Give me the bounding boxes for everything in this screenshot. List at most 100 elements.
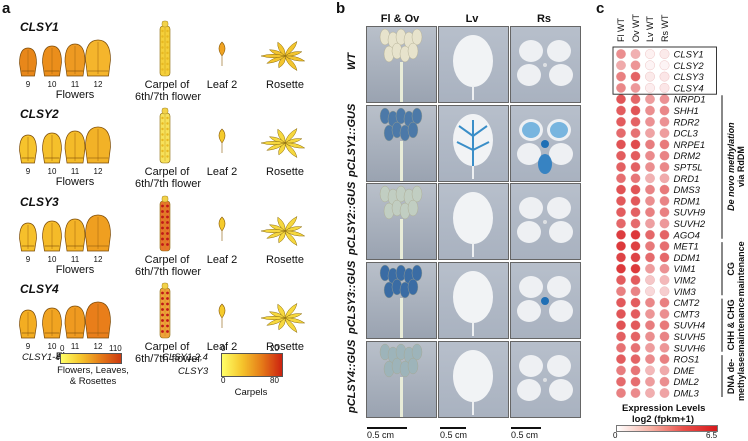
gene-label: ROS1 (674, 355, 700, 366)
ovule-dot (161, 319, 164, 322)
ovule-dot (166, 35, 169, 38)
ovule-dot (166, 46, 169, 49)
photo-drawing (517, 276, 573, 322)
heat-cell (616, 162, 626, 172)
panel-b-letter: b (336, 0, 346, 17)
legend1-caption-1: Flowers, Leaves, (57, 365, 129, 376)
gus-photo-rs (510, 262, 581, 339)
category-label-line-2: via RdDM (736, 146, 746, 188)
heat-cell (630, 60, 641, 71)
ovule-dot (166, 155, 169, 158)
stem (400, 377, 403, 417)
gene-label: MET1 (674, 242, 699, 253)
heat-cell (630, 275, 641, 285)
heat-cell (616, 150, 626, 161)
heat-cell (659, 331, 670, 342)
flower-number: 12 (93, 80, 103, 89)
photo-drawing (517, 197, 573, 243)
rosette-leaf (284, 142, 298, 159)
heat-cell (645, 297, 655, 308)
heat-cell (630, 173, 641, 184)
heat-cell (659, 241, 670, 251)
heat-cell (659, 342, 670, 353)
row-label-0: WT (346, 52, 358, 70)
rosette-leaf (284, 127, 298, 144)
category-label: CG maintenance (726, 240, 746, 298)
stem (400, 62, 403, 102)
leaf-2-shape (218, 41, 226, 66)
gene-label: SUVH2 (674, 219, 706, 230)
heat-cell (645, 388, 655, 398)
heat-cell (616, 60, 626, 71)
row-label-4: pCLSY4::GUS (346, 339, 358, 414)
heat-cell (630, 139, 641, 150)
flower-bud (411, 185, 423, 203)
rosette-leaf (277, 303, 286, 319)
heatmap-legend-title: Expression Levels (622, 403, 706, 414)
flower-number: 12 (93, 255, 103, 264)
ovule-dot (161, 116, 164, 120)
gus-stain (550, 122, 568, 138)
heat-cell (616, 252, 626, 263)
gus-photo-fl-ov (366, 26, 437, 103)
rosette-label: Rosette (266, 341, 304, 353)
category-label: De novo methylation via RdDM (726, 117, 746, 218)
flowers-label: Flowers (55, 264, 95, 276)
ovule-dot (161, 40, 164, 44)
heat-cell (616, 173, 626, 184)
leaf-label: Leaf 2 (206, 341, 238, 353)
row-label-3: pCLSY3::GUS (346, 260, 358, 335)
heat-cell (630, 83, 641, 93)
carpel (159, 107, 171, 164)
heat-cell (645, 241, 655, 251)
gus-photo-lv (438, 341, 509, 418)
category-label-line-2: maintenance (736, 241, 746, 297)
heat-cell (645, 83, 655, 93)
scale-label-2: 0.5 cm (440, 430, 468, 440)
heat-cell (659, 275, 670, 285)
heat-cell (659, 263, 670, 274)
rosette-leaf (549, 300, 573, 322)
ovule-dot (161, 57, 164, 60)
rosette (260, 302, 306, 334)
flower-11 (64, 43, 86, 77)
heat-cell (645, 173, 655, 184)
heat-cell (630, 196, 641, 206)
heat-cell (659, 252, 670, 263)
ovule-dot (166, 127, 169, 131)
heat-cell (645, 162, 655, 172)
ovule-dot (166, 243, 169, 246)
heat-cell (645, 229, 655, 240)
legend2-gene-a: CLSY1,2,4 (162, 352, 208, 363)
ovule-dot (166, 221, 169, 224)
ovule-dot (161, 215, 164, 219)
petiole (472, 85, 474, 100)
ovule-dot (166, 313, 169, 317)
rosette-leaf (519, 197, 543, 219)
gus-photo-lv (438, 26, 509, 103)
gene-name-clsy3: CLSY3 (20, 195, 59, 209)
flowers-label: Flowers (55, 89, 95, 101)
ovule-dot (166, 204, 169, 208)
petiole (472, 321, 474, 336)
heat-cell (616, 229, 626, 240)
rosette-label: Rosette (266, 166, 304, 178)
legend1-caption-2: & Rosettes (69, 376, 117, 387)
heat-cell (645, 94, 655, 105)
flower-bud (411, 343, 423, 361)
heatmap-colorbar (616, 425, 718, 432)
leaf-2-shape (218, 216, 226, 241)
leaf-label: Leaf 2 (206, 254, 238, 266)
flower-bud (407, 199, 419, 217)
leaf-label: Leaf 2 (206, 166, 238, 178)
stem (400, 141, 403, 181)
flower-number: 11 (70, 167, 80, 176)
flower-9 (19, 309, 37, 339)
rosette (260, 215, 306, 247)
ovule-dot (166, 237, 169, 241)
ovule-dot (166, 319, 169, 322)
rosette-leaf (517, 64, 541, 86)
heat-cell (616, 184, 626, 195)
panel-c-heatmap: CLSY1CLSY2CLSY3CLSY4NRPD1SHH1RDR2DCL3NRP… (612, 46, 723, 400)
ovule-dot (166, 133, 169, 136)
